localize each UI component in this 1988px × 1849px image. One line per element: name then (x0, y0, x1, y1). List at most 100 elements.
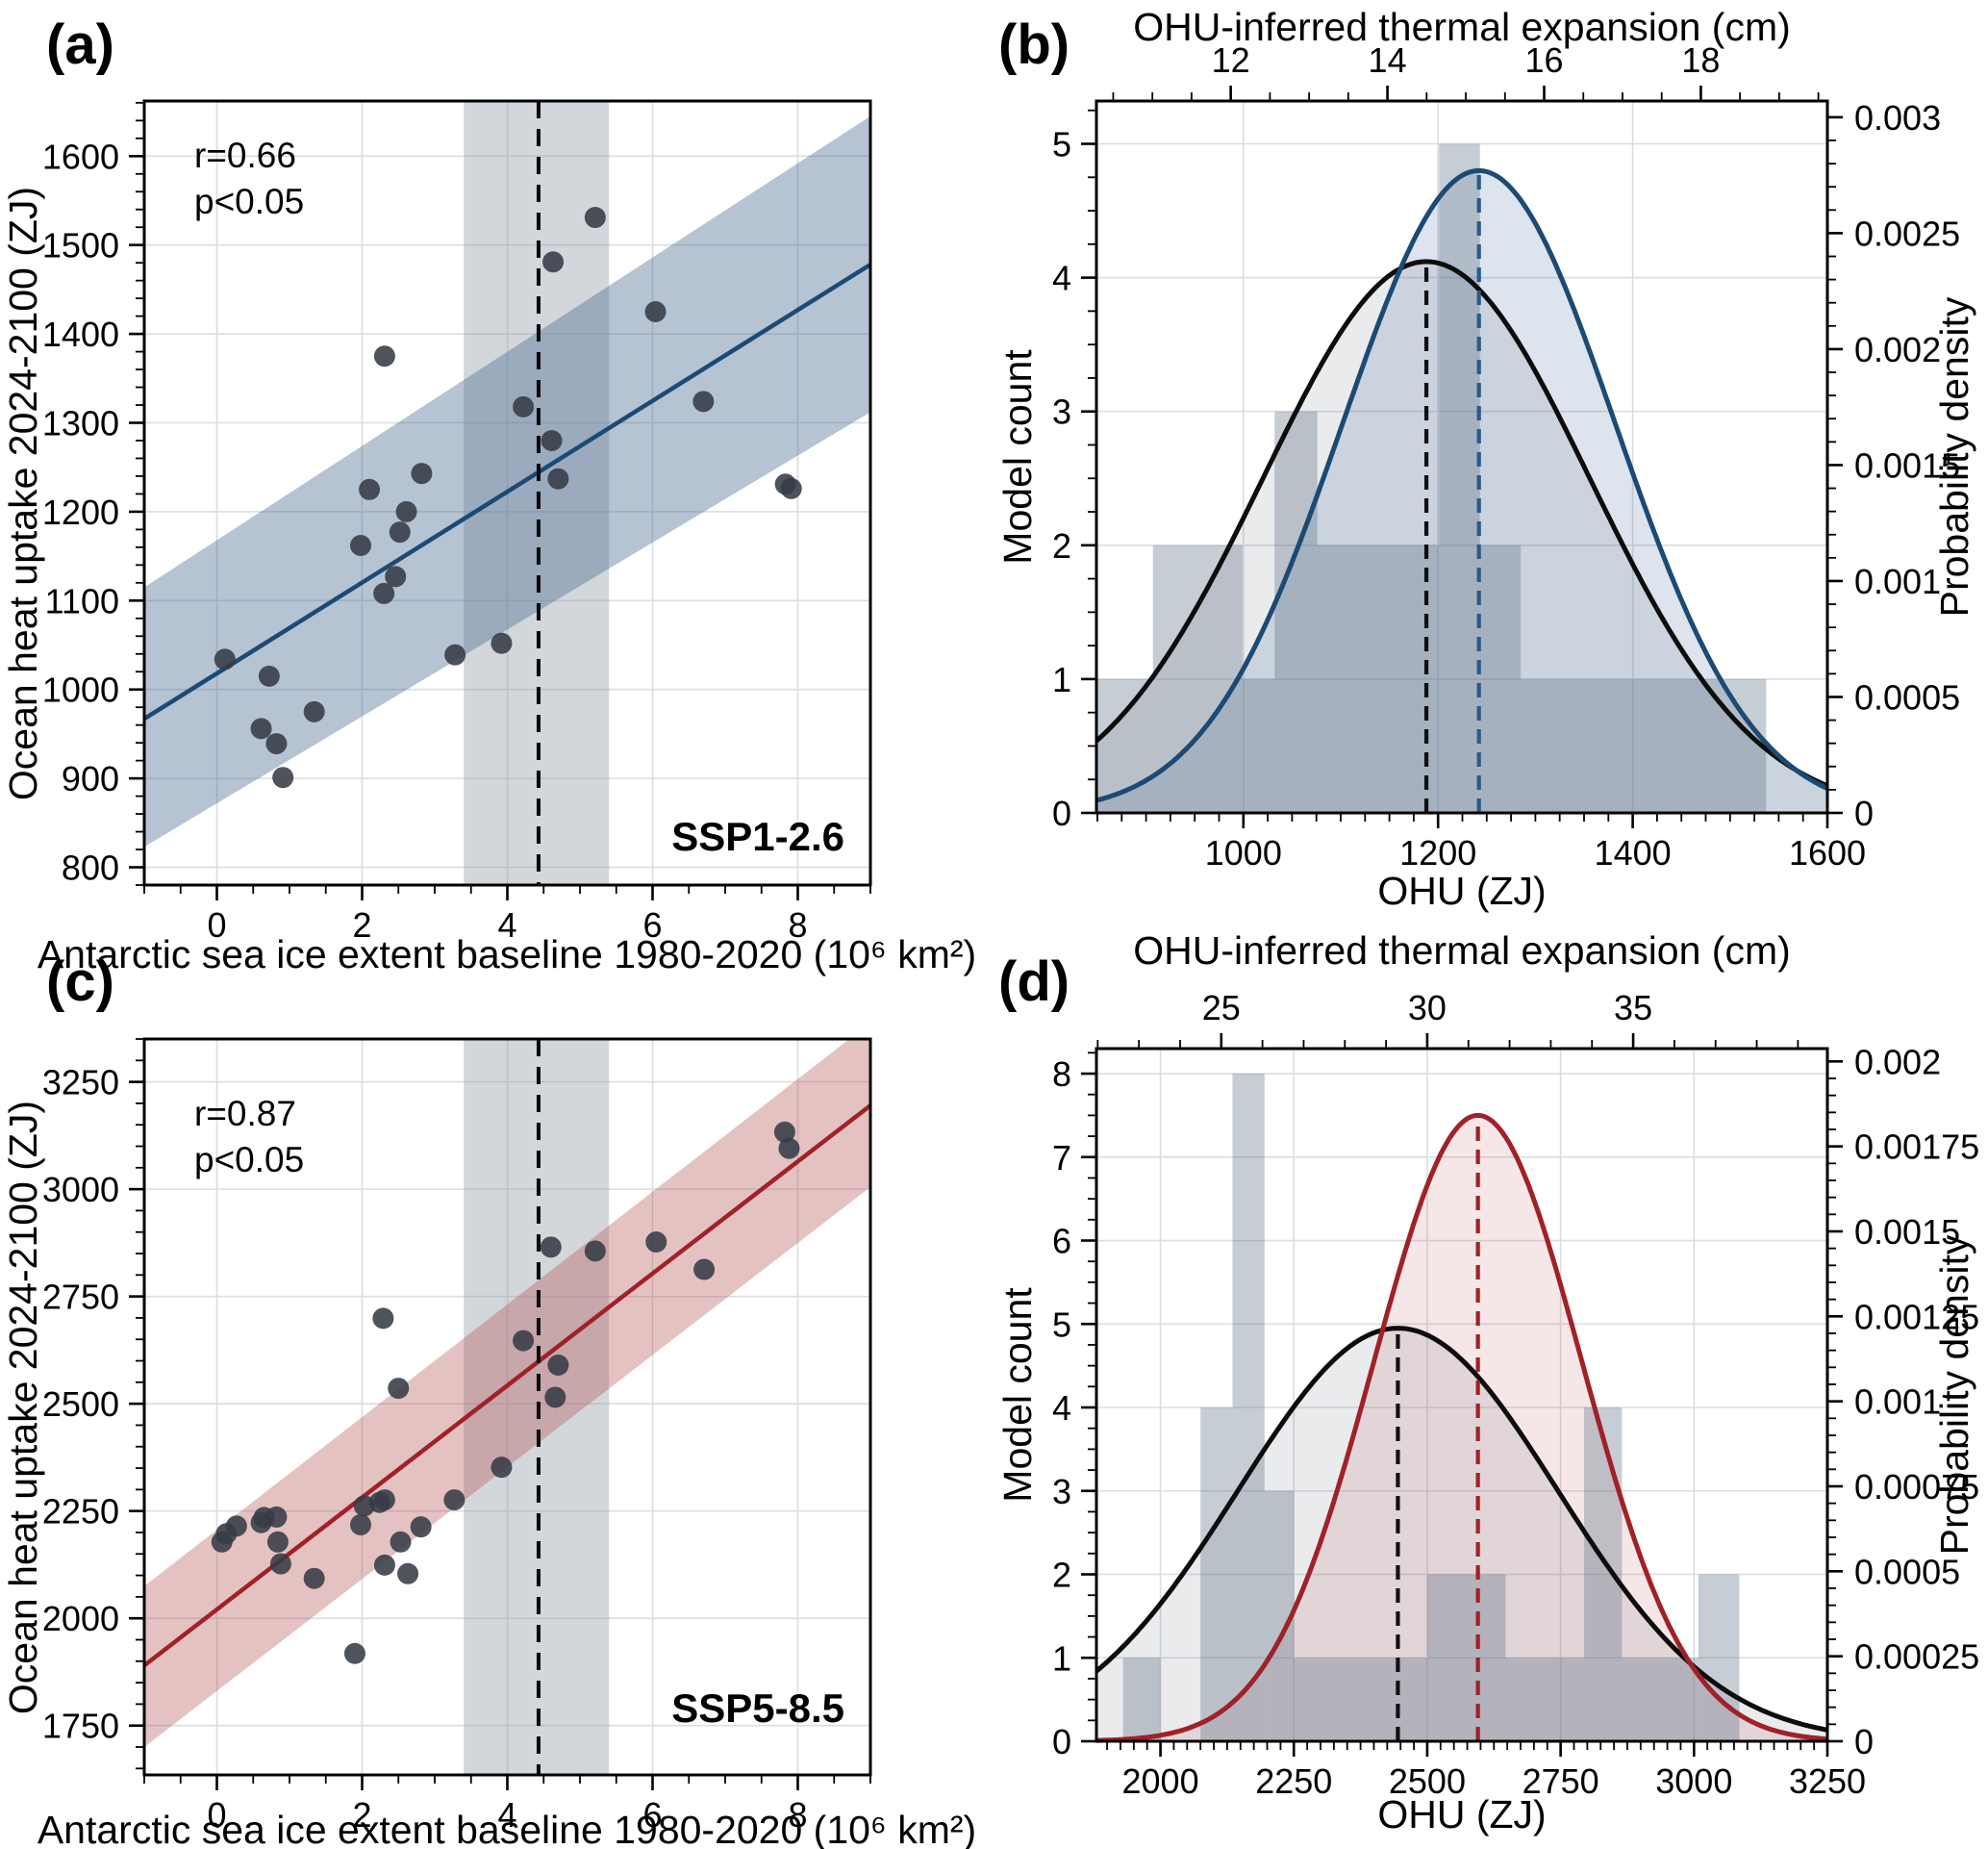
panel-a-p-value: p<0.05 (194, 182, 304, 221)
data-point (513, 1330, 535, 1352)
tick-label: 0 (1052, 794, 1071, 833)
tick-label: 2250 (42, 1492, 119, 1532)
panel-d-histogram-ssp585: 2000 2250 2500 2750 3000 3250 25 30 35 0 1 2 3 4 5 6 7 8 0… (1052, 988, 1979, 1801)
tick-label: 8 (788, 1795, 807, 1835)
tick-label: 3250 (1789, 1761, 1866, 1801)
panel-a-scatter-ssp126: 0 2 4 6 8 800 900 1000 1100 1200 1300 1400 1500 1600 (0, 18, 1005, 972)
tick-label: 25 (1202, 988, 1241, 1027)
tick-label: 2750 (42, 1278, 119, 1317)
tick-label: 2500 (1389, 1761, 1466, 1801)
data-point (372, 1307, 394, 1330)
data-point (349, 535, 371, 557)
histogram-bar (1467, 1574, 1506, 1741)
tick-label: 0.0015 (1854, 1212, 1960, 1252)
data-point (410, 1516, 432, 1538)
data-point (303, 700, 325, 722)
histogram-bar (1505, 1658, 1545, 1741)
tick-label: 0.00075 (1854, 1467, 1979, 1507)
gridlines (1096, 1049, 1828, 1741)
tick-label: 1200 (1399, 833, 1476, 873)
data-point (214, 648, 236, 671)
tick-label: 0.002 (1854, 1042, 1941, 1081)
tick-label: 2000 (1122, 1761, 1199, 1801)
tick-label: 1000 (1205, 833, 1282, 873)
histogram-bar (1426, 1574, 1468, 1741)
data-point (385, 566, 407, 588)
tick-label: 12 (1212, 40, 1250, 80)
observed-range-band (464, 1039, 610, 1775)
kde-fill-constrained (1096, 170, 1827, 813)
tick-label: 2 (1052, 1556, 1071, 1595)
histogram-bar (1521, 678, 1562, 813)
tick-label: 3000 (42, 1170, 119, 1209)
histogram-bars (1122, 1074, 1740, 1741)
tick-label: 0.0015 (1854, 445, 1960, 485)
tick-label: 0.0025 (1854, 214, 1960, 253)
data-point (547, 1355, 569, 1377)
panel-c-scatter-ssp585: 0 2 4 6 8 1750 2000 2250 2500 2750 3000 3250 (0, 956, 1005, 1849)
kde-fill-constrained (1096, 1115, 1827, 1741)
histogram-bar (1331, 1658, 1367, 1741)
tick-label: 14 (1369, 40, 1407, 80)
histogram-bar (1622, 1658, 1660, 1741)
panel-b-top-axis-title: OHU-inferred thermal expansion (cm) (1133, 5, 1791, 49)
data-point (390, 1531, 412, 1553)
histogram-bar (1602, 678, 1644, 813)
data-point (250, 718, 272, 740)
data-point (225, 1515, 247, 1537)
data-point (443, 1489, 466, 1511)
tick-label: 18 (1681, 40, 1720, 80)
kde-curve-cmip6-models (1095, 1326, 1828, 1733)
tick-label: 1100 (45, 581, 119, 621)
tick-label: 4 (497, 1795, 516, 1835)
histogram-bar (1274, 411, 1318, 813)
histogram-bar (1200, 1407, 1233, 1741)
data-point (778, 1137, 800, 1159)
panel-c-y-axis-label: Ocean heat uptake 2024-2100 (ZJ) (1, 1101, 45, 1714)
data-point (692, 391, 715, 413)
histogram-bar (1479, 545, 1522, 813)
data-point (584, 207, 606, 229)
panel-b-left-axis-label: Model count (995, 349, 1040, 565)
tick-label: 1500 (42, 226, 119, 266)
histogram-bar (1232, 1074, 1265, 1741)
panel-letter-a: (a) (46, 13, 114, 76)
panel-letter-c: (c) (46, 950, 114, 1013)
tick-label: 1600 (1789, 833, 1866, 873)
data-point (397, 1562, 419, 1584)
data-point (547, 468, 569, 490)
tick-label: 4 (497, 905, 516, 945)
tick-label: 30 (1408, 988, 1447, 1027)
data-point (541, 429, 563, 451)
kde-curve-constrained (1095, 167, 1829, 803)
histogram-bar (1643, 678, 1685, 813)
data-point (491, 1456, 513, 1479)
tick-label: 0.00025 (1854, 1637, 1979, 1677)
tick-label: 0.001 (1854, 562, 1941, 601)
data-point (373, 1489, 395, 1511)
kde-fill-cmip6-models (1096, 261, 1827, 813)
histogram-bar (1242, 678, 1275, 813)
tick-label: 6 (1052, 1222, 1071, 1261)
panel-a-r-value: r=0.66 (194, 136, 296, 175)
panel-a-y-axis-label: Ocean heat uptake 2024-2100 (ZJ) (1, 187, 45, 800)
histogram-bar (1122, 1658, 1161, 1741)
panel-c-r-value: r=0.87 (194, 1094, 296, 1133)
tick-label: 0 (207, 905, 226, 945)
data-point (544, 1386, 566, 1408)
tick-label: 1300 (42, 404, 119, 443)
panel-d-right-axis-label: Probability density (1932, 1234, 1976, 1555)
data-point (373, 1554, 395, 1576)
panel-b-right-axis-label: Probability density (1932, 296, 1976, 617)
data-point (644, 300, 667, 322)
tick-label: 0 (1052, 1722, 1071, 1761)
tick-label: 0.0005 (1854, 1552, 1960, 1591)
data-point (513, 395, 535, 418)
data-point (373, 582, 395, 604)
tick-label: 2 (352, 1795, 371, 1835)
data-point (395, 500, 417, 522)
tick-label: 3 (1052, 393, 1071, 432)
data-point (773, 1121, 795, 1143)
tick-label: 4 (1052, 1388, 1071, 1428)
regression-line (142, 263, 872, 722)
